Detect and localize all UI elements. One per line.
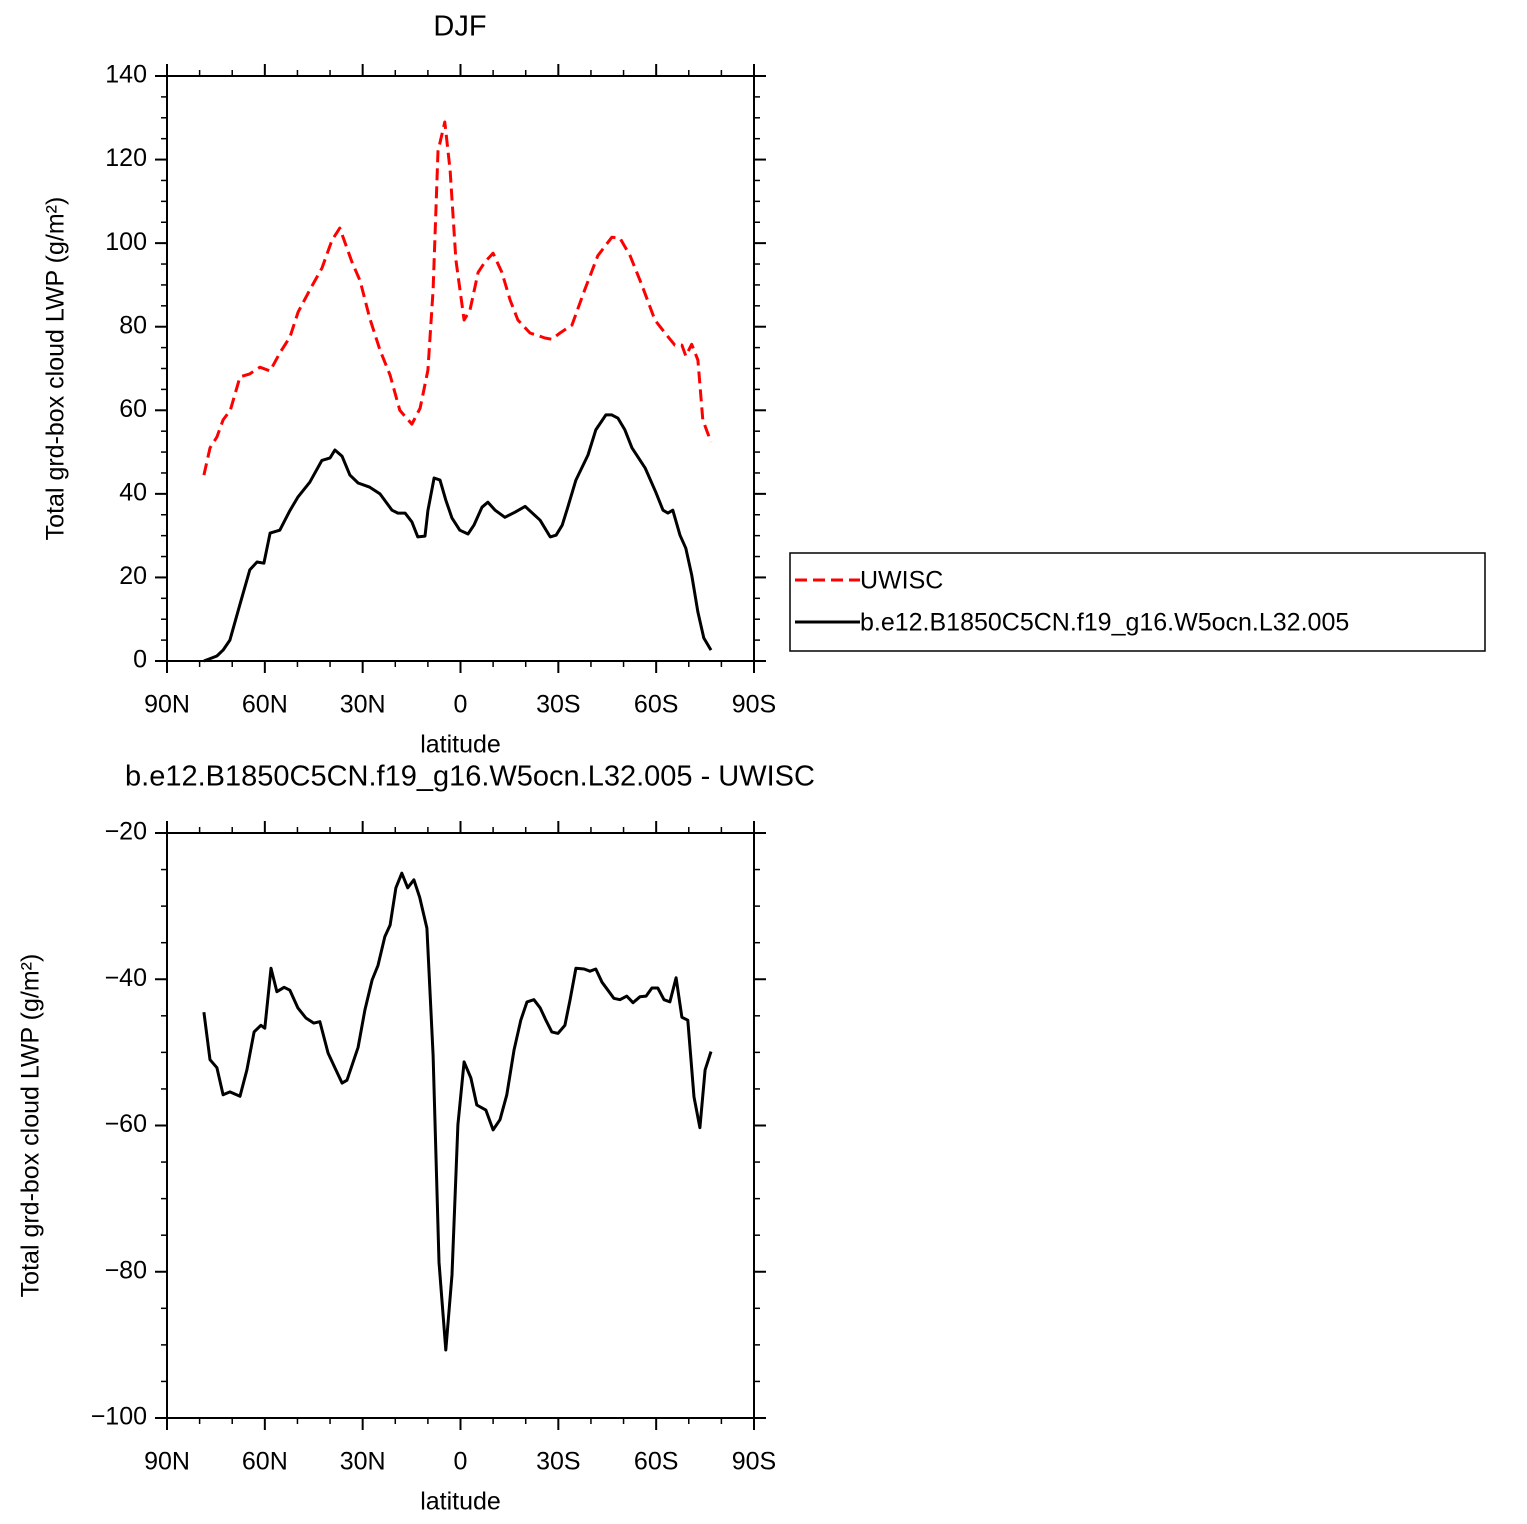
y-tick-label: 20 — [119, 562, 147, 590]
x-tick-label: 60N — [242, 691, 288, 719]
y-tick-label: −40 — [105, 964, 147, 992]
y-tick-label: 40 — [119, 478, 147, 506]
legend-label: UWISC — [860, 567, 943, 595]
x-tick-label: 30S — [536, 691, 580, 719]
x-tick-label: 90N — [144, 1448, 190, 1476]
plot-frame — [166, 832, 755, 1419]
chart-title: DJF — [433, 11, 486, 43]
legend-label: b.e12.B1850C5CN.f19_g16.W5ocn.L32.005 — [860, 609, 1349, 637]
x-tick-label: 60S — [634, 691, 678, 719]
y-tick-label: 0 — [133, 646, 147, 674]
plot-frame — [166, 75, 755, 662]
y-tick-label: 100 — [105, 228, 147, 256]
x-tick-label: 30N — [340, 1448, 386, 1476]
data-line — [202, 120, 713, 476]
y-tick-label: −20 — [105, 818, 147, 846]
x-tick-label: 0 — [454, 691, 468, 719]
x-axis-label: latitude — [420, 1488, 501, 1516]
x-tick-label: 60N — [242, 1448, 288, 1476]
y-tick-label: −100 — [91, 1403, 147, 1431]
data-line — [203, 413, 713, 663]
x-tick-label: 90S — [732, 691, 776, 719]
legend-box — [789, 552, 1486, 652]
x-tick-label: 30S — [536, 1448, 580, 1476]
y-tick-label: 120 — [105, 144, 147, 172]
y-tick-label: 80 — [119, 311, 147, 339]
y-axis-label: Total grd-box cloud LWP (g/m²) — [42, 197, 70, 541]
y-tick-label: 140 — [105, 61, 147, 89]
x-tick-label: 60S — [634, 1448, 678, 1476]
y-tick-label: 60 — [119, 395, 147, 423]
x-tick-label: 90S — [732, 1448, 776, 1476]
y-axis-label: Total grd-box cloud LWP (g/m²) — [17, 954, 45, 1298]
x-tick-label: 30N — [340, 691, 386, 719]
x-axis-label: latitude — [420, 731, 501, 759]
y-tick-label: −80 — [105, 1256, 147, 1284]
y-tick-label: −60 — [105, 1110, 147, 1138]
data-line — [202, 871, 713, 1352]
chart-title: b.e12.B1850C5CN.f19_g16.W5ocn.L32.005 - … — [125, 761, 815, 793]
x-tick-label: 0 — [454, 1448, 468, 1476]
x-tick-label: 90N — [144, 691, 190, 719]
